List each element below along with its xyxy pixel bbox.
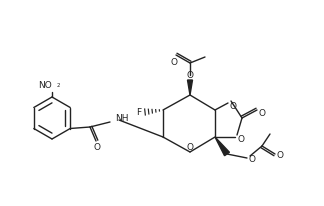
Text: NO: NO [38, 81, 52, 89]
Text: O: O [187, 70, 193, 80]
Polygon shape [188, 80, 192, 95]
Text: O: O [229, 102, 237, 110]
Text: F: F [136, 108, 142, 117]
Text: $_2$: $_2$ [56, 81, 61, 89]
Text: O: O [170, 57, 178, 67]
Text: O: O [187, 144, 193, 152]
Text: O: O [249, 156, 256, 165]
Text: NH: NH [115, 114, 129, 123]
Text: O: O [237, 135, 245, 144]
Polygon shape [215, 137, 229, 156]
Text: O: O [94, 144, 100, 152]
Text: O: O [276, 151, 284, 160]
Text: O: O [259, 109, 265, 117]
